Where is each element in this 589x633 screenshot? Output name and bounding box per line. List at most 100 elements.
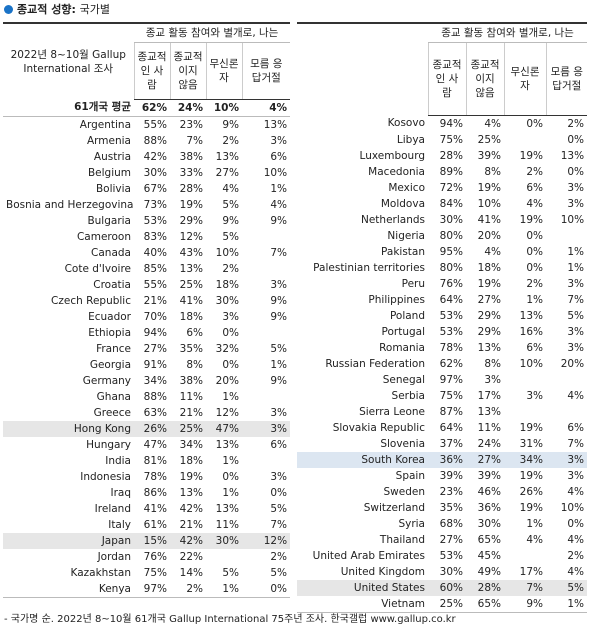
- header-row: 종교적인 사람 종교적이지 않음 무신론자 모름 응답거절: [297, 42, 588, 116]
- country-row: Spain 39% 39% 19% 3%: [297, 468, 587, 484]
- country-row: United States 60% 28% 7% 5%: [297, 580, 588, 596]
- country-row: Armenia 88% 7% 2% 3%: [3, 133, 290, 149]
- country-row: Libya 75% 25% 0%: [297, 132, 587, 148]
- value-cell: 70%: [143, 310, 167, 323]
- country-name: Kenya: [3, 581, 134, 598]
- value-cell: 19%: [477, 181, 501, 194]
- country-row: Ecuador 70% 18% 3% 9%: [3, 309, 290, 325]
- value-cell: 13%: [477, 341, 501, 354]
- footnote: - 국가명 순. 2022년 8~10월 61개국 Gallup Interna…: [4, 614, 456, 625]
- value-cell: 20%: [477, 229, 501, 242]
- value-cell: 89%: [439, 165, 463, 178]
- period-header: 2022년 8~10월 Gallup International 조사: [3, 22, 134, 100]
- value-cell: 67%: [143, 182, 167, 195]
- value-cell: 16%: [519, 325, 543, 338]
- country-row: Ireland 41% 42% 13% 5%: [3, 501, 290, 517]
- value-cell: 5%: [270, 566, 288, 579]
- country-row: Sierra Leone 87% 13%: [297, 404, 587, 420]
- country-row: Portugal 53% 29% 16% 3%: [297, 324, 587, 340]
- value-cell: 4%: [526, 197, 543, 210]
- country-row: Hungary 47% 34% 13% 6%: [3, 437, 290, 453]
- value-cell: 34%: [179, 438, 203, 451]
- country-name: Luxembourg: [359, 149, 425, 162]
- country-name: Libya: [396, 133, 425, 146]
- value-cell: 3%: [567, 197, 585, 210]
- country-row: 61개국 평균 62% 24% 10% 4%: [3, 99, 291, 117]
- value-cell: 7%: [526, 581, 543, 594]
- value-cell: 29%: [477, 325, 501, 338]
- value-cell: 26%: [519, 485, 543, 498]
- value-cell: 23%: [439, 485, 463, 498]
- country-row: Japan 15% 42% 30% 12%: [3, 533, 291, 549]
- value-cell: 3%: [567, 453, 585, 466]
- value-cell: 28%: [179, 182, 203, 195]
- value-cell: 4%: [484, 117, 501, 130]
- value-cell: 2%: [567, 549, 585, 562]
- country-name: Peru: [401, 277, 425, 290]
- country-name: Germany: [82, 374, 131, 387]
- value-cell: 2%: [170, 581, 206, 598]
- country-row: Ethiopia 94% 6% 0%: [3, 325, 290, 341]
- country-row: Vietnam 25% 65% 9% 1%: [297, 596, 588, 613]
- value-cell: [242, 261, 290, 277]
- country-row: Macedonia 89% 8% 2% 0%: [297, 164, 587, 180]
- country-row: South Korea 36% 27% 34% 3%: [297, 452, 588, 468]
- value-cell: 19%: [519, 213, 543, 226]
- value-cell: 11%: [179, 390, 203, 403]
- value-cell: 3%: [270, 406, 288, 419]
- value-cell: 38%: [179, 150, 203, 163]
- value-cell: 28%: [439, 149, 463, 162]
- country-name: Argentina: [79, 118, 131, 131]
- country-row: Croatia 55% 25% 18% 3%: [3, 277, 290, 293]
- value-cell: 53%: [439, 309, 463, 322]
- value-cell: 41%: [179, 294, 203, 307]
- value-cell: 84%: [439, 197, 463, 210]
- value-cell: 1%: [567, 245, 585, 258]
- value-cell: 10%: [206, 99, 242, 117]
- value-cell: 5%: [567, 309, 585, 322]
- value-cell: 19%: [519, 421, 543, 434]
- value-cell: 30%: [439, 565, 463, 578]
- value-cell: 41%: [477, 213, 501, 226]
- value-cell: 94%: [143, 326, 167, 339]
- country-row: Senegal 97% 3%: [297, 372, 587, 388]
- value-cell: 76%: [439, 277, 463, 290]
- value-cell: 12%: [179, 230, 203, 243]
- value-cell: 49%: [477, 565, 501, 578]
- value-cell: 13%: [560, 149, 585, 162]
- value-cell: 29%: [477, 309, 501, 322]
- header-row: 종교 활동 참여와 별개로, 나는: [297, 22, 588, 116]
- value-cell: 30%: [215, 294, 239, 307]
- country-name: Spain: [395, 469, 425, 482]
- country-name: United Arab Emirates: [312, 549, 425, 562]
- value-cell: 19%: [519, 149, 543, 162]
- value-cell: 3%: [567, 341, 585, 354]
- value-cell: 18%: [215, 278, 239, 291]
- country-name: Canada: [91, 246, 131, 259]
- value-cell: 0%: [567, 517, 585, 530]
- value-cell: 1%: [222, 454, 239, 467]
- value-cell: 23%: [179, 118, 203, 131]
- country-row: Pakistan 95% 4% 0% 1%: [297, 244, 587, 260]
- value-cell: 78%: [143, 470, 167, 483]
- value-cell: 97%: [439, 373, 463, 386]
- value-cell: 18%: [179, 310, 203, 323]
- value-cell: 3%: [270, 278, 288, 291]
- value-cell: 1%: [526, 293, 543, 306]
- value-cell: 86%: [143, 486, 167, 499]
- value-cell: 9%: [222, 214, 239, 227]
- country-name: Mexico: [388, 181, 425, 194]
- country-name: Sierra Leone: [359, 405, 425, 418]
- country-name: Cote d'Ivoire: [64, 262, 131, 275]
- value-cell: 10%: [263, 166, 288, 179]
- value-cell: 0%: [526, 261, 543, 274]
- value-cell: 0%: [242, 581, 291, 598]
- value-cell: 9%: [222, 118, 239, 131]
- country-name: Vietnam: [297, 596, 428, 613]
- country-row: Thailand 27% 65% 4% 4%: [297, 532, 587, 548]
- value-cell: 4%: [567, 533, 585, 546]
- value-cell: [504, 132, 546, 148]
- group-header: 종교 활동 참여와 별개로, 나는: [428, 22, 588, 43]
- country-name: Slovakia Republic: [332, 421, 425, 434]
- value-cell: 35%: [439, 501, 463, 514]
